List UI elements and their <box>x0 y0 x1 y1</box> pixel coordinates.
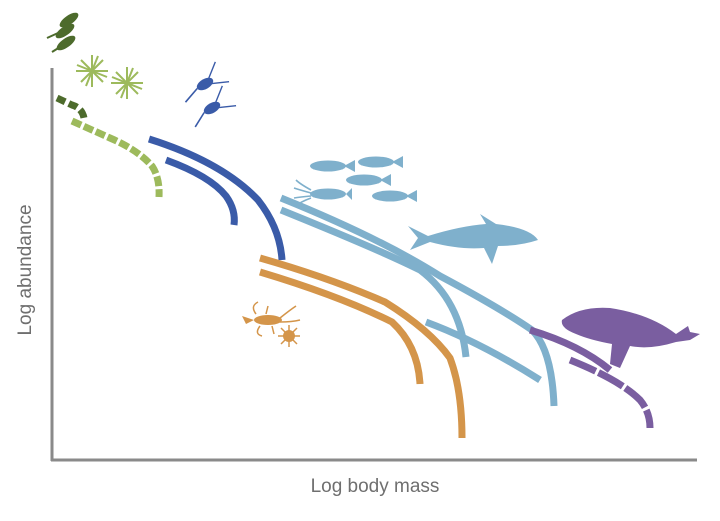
benthos-spectrum-curve-lower <box>258 268 424 385</box>
fish-school-icon <box>310 156 417 202</box>
fish-spectrum-curve-lower <box>424 318 542 383</box>
diatom-chain-icon <box>46 12 79 53</box>
fish-spectrum-curve-upper <box>279 194 558 407</box>
shark-icon <box>408 214 538 264</box>
phytoplankton-spectrum-curve <box>55 94 88 119</box>
lobster-icon <box>242 301 301 337</box>
fish-spectrum-curve-middle <box>279 206 470 358</box>
squid-icon <box>293 179 352 207</box>
mammal-spectrum-curve-lower <box>568 356 654 429</box>
radiolarian-icon <box>76 55 143 99</box>
whale-icon <box>561 307 700 368</box>
benthos-spectrum-curve-upper <box>259 254 466 439</box>
copepod-icon <box>184 61 237 128</box>
sea-urchin-icon <box>278 325 300 347</box>
mammal-spectrum-curve-upper <box>528 326 613 373</box>
zooplankton-spectrum-curve-lower <box>164 156 238 226</box>
y-axis-label: Log abundance <box>15 204 36 336</box>
axes <box>50 68 697 462</box>
microzooplankton-spectrum-curve <box>70 117 163 198</box>
x-axis-label: Log body mass <box>310 476 440 497</box>
zooplankton-spectrum-curve-upper <box>147 135 286 261</box>
